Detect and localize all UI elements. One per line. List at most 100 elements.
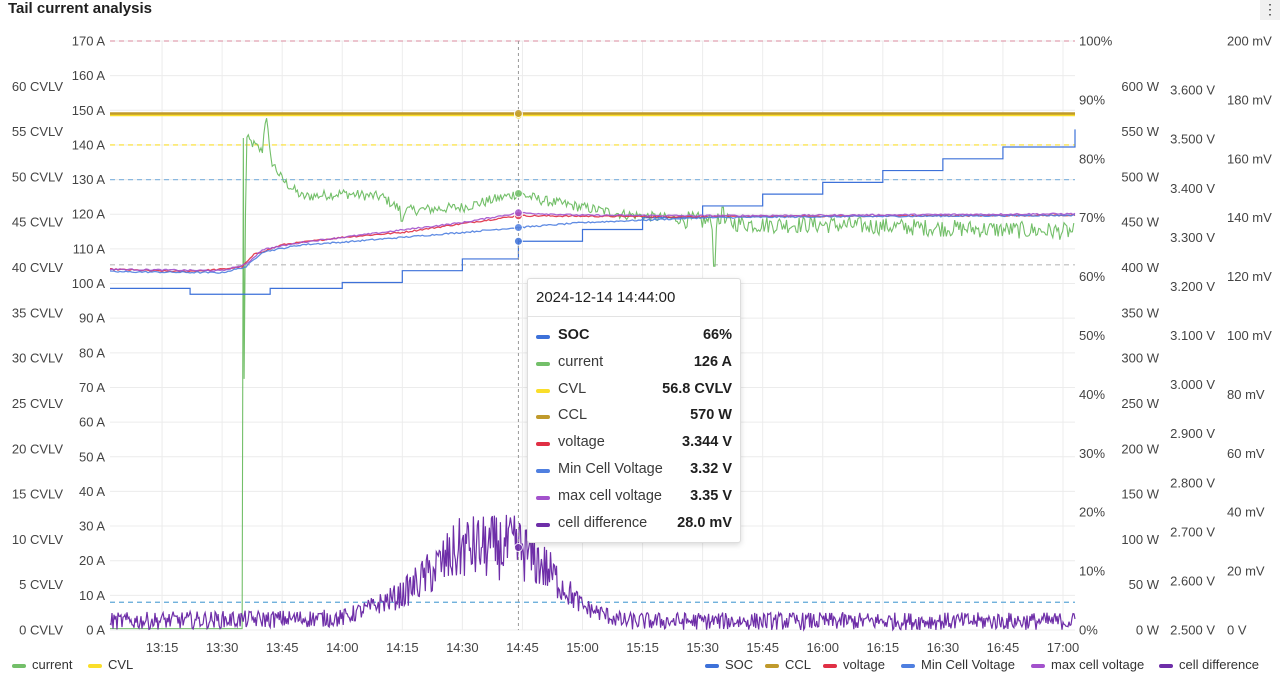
- current-axis-label: 120 A: [72, 207, 106, 222]
- legend-label: CVL: [108, 657, 134, 672]
- series-swatch: [536, 415, 550, 420]
- tooltip-label: Min Cell Voltage: [558, 461, 663, 477]
- soc-axis-label: 60%: [1079, 269, 1105, 284]
- legend-item[interactable]: Min Cell Voltage: [901, 657, 1015, 672]
- power-axis-label: 0 W: [1136, 623, 1160, 638]
- power-axis-label: 200 W: [1121, 441, 1159, 456]
- voltage-axis-label: 2.900 V: [1170, 426, 1215, 441]
- cvl-axis-label: 30 CVLV: [12, 351, 63, 366]
- series-max-cell-voltage: [109, 211, 1076, 272]
- series-swatch: [536, 442, 550, 447]
- legend-item[interactable]: CVL: [88, 657, 133, 672]
- tooltip-value: 56.8 CVLV: [662, 380, 732, 397]
- soc-axis-label: 20%: [1079, 505, 1105, 520]
- x-tick-label: 15:15: [626, 640, 659, 655]
- voltage-axis-label: 2.700 V: [1170, 524, 1215, 539]
- mv-axis-label: 80 mV: [1227, 387, 1265, 402]
- legend-swatch: [823, 663, 837, 668]
- legend-label: max cell voltage: [1051, 657, 1145, 672]
- cursor-point: [513, 543, 523, 553]
- soc-axis-label: 80%: [1079, 151, 1105, 166]
- cvl-axis-label: 55 CVLV: [12, 124, 63, 139]
- current-axis-label: 10 A: [79, 588, 105, 603]
- tooltip: 2024-12-14 14:44:00 SOC 66% current 126 A CV…: [527, 278, 741, 543]
- current-axis-label: 160 A: [72, 68, 106, 83]
- legend-item[interactable]: cell difference: [1159, 657, 1259, 672]
- soc-axis-label: 50%: [1079, 328, 1105, 343]
- mv-axis-label: 20 mV: [1227, 564, 1265, 579]
- tooltip-row: max cell voltage 3.35 V: [536, 488, 732, 508]
- tooltip-row: CVL 56.8 CVLV: [536, 381, 732, 401]
- power-axis-label: 400 W: [1121, 260, 1159, 275]
- voltage-axis-label: 3.600 V: [1170, 83, 1215, 98]
- legend-item[interactable]: SOC: [705, 657, 753, 672]
- power-axis-label: 300 W: [1121, 351, 1159, 366]
- x-tick-label: 14:15: [386, 640, 419, 655]
- current-axis-label: 80 A: [79, 345, 105, 360]
- x-tick-label: 15:00: [566, 640, 599, 655]
- mv-axis-label: 60 mV: [1227, 446, 1265, 461]
- x-tick-label: 14:30: [446, 640, 479, 655]
- tooltip-value: 28.0 mV: [677, 514, 732, 531]
- cvl-axis-label: 35 CVLV: [12, 305, 63, 320]
- power-axis-label: 100 W: [1121, 532, 1159, 547]
- tooltip-label: SOC: [558, 327, 590, 343]
- soc-axis-label: 70%: [1079, 210, 1105, 225]
- cvl-axis-label: 10 CVLV: [12, 532, 63, 547]
- cvl-axis-label: 50 CVLV: [12, 169, 63, 184]
- series-swatch: [536, 522, 550, 527]
- legend-swatch: [88, 663, 102, 668]
- series-swatch: [536, 335, 550, 339]
- voltage-axis-label: 3.100 V: [1170, 328, 1215, 343]
- x-tick-label: 13:15: [146, 640, 179, 655]
- voltage-axis-label: 3.200 V: [1170, 279, 1215, 294]
- legend-item[interactable]: CCL: [765, 657, 811, 672]
- tooltip-value: 3.344 V: [682, 434, 732, 451]
- legend-swatch: [765, 663, 779, 668]
- legend-label: current: [32, 657, 73, 672]
- current-axis-label: 50 A: [79, 449, 105, 464]
- tooltip-divider: [528, 316, 740, 317]
- panel-title: Tail current analysis: [8, 0, 152, 17]
- cursor-point: [513, 108, 523, 118]
- cvl-axis-label: 40 CVLV: [12, 260, 63, 275]
- current-axis-label: 70 A: [79, 380, 105, 395]
- current-axis-label: 40 A: [79, 484, 105, 499]
- cvl-axis-label: 15 CVLV: [12, 487, 63, 502]
- tooltip-value: 126 A: [693, 353, 732, 370]
- tooltip-row: current 126 A: [536, 354, 732, 374]
- current-axis-label: 100 A: [72, 276, 106, 291]
- cursor-point: [513, 208, 523, 218]
- current-axis-label: 90 A: [79, 311, 105, 326]
- soc-axis-label: 30%: [1079, 446, 1105, 461]
- mv-axis-label: 120 mV: [1227, 269, 1272, 284]
- x-tick-label: 16:15: [867, 640, 900, 655]
- legend-swatch: [12, 663, 26, 668]
- mv-axis-label: 0 V: [1227, 623, 1247, 638]
- tooltip-label: voltage: [558, 434, 605, 451]
- x-tick-label: 13:30: [206, 640, 239, 655]
- voltage-axis-label: 3.300 V: [1170, 230, 1215, 245]
- threshold-lines: [110, 40, 1075, 603]
- tooltip-row: CCL 570 W: [536, 407, 732, 427]
- series-swatch: [536, 469, 550, 473]
- tooltip-label: max cell voltage: [558, 487, 662, 504]
- more-vertical-icon[interactable]: ⋮: [1260, 0, 1280, 20]
- legend-item[interactable]: current: [12, 657, 72, 672]
- voltage-axis-label: 2.600 V: [1170, 573, 1215, 588]
- legend-item[interactable]: voltage: [823, 657, 885, 672]
- legend-label: CCL: [785, 657, 812, 672]
- cursor-point: [513, 223, 523, 233]
- x-tick-label: 16:30: [927, 640, 960, 655]
- current-axis-label: 0 A: [86, 623, 105, 638]
- x-tick-label: 14:45: [506, 640, 539, 655]
- current-axis-label: 60 A: [79, 415, 105, 430]
- mv-axis-label: 140 mV: [1227, 210, 1272, 225]
- legend-item[interactable]: max cell voltage: [1031, 657, 1144, 672]
- cvl-axis-label: 25 CVLV: [12, 396, 63, 411]
- series-min-cell-voltage: [109, 214, 1076, 274]
- legend-swatch: [705, 663, 719, 668]
- series-swatch: [536, 361, 550, 366]
- hover-cursor: [513, 41, 523, 630]
- power-axis-label: 550 W: [1121, 124, 1159, 139]
